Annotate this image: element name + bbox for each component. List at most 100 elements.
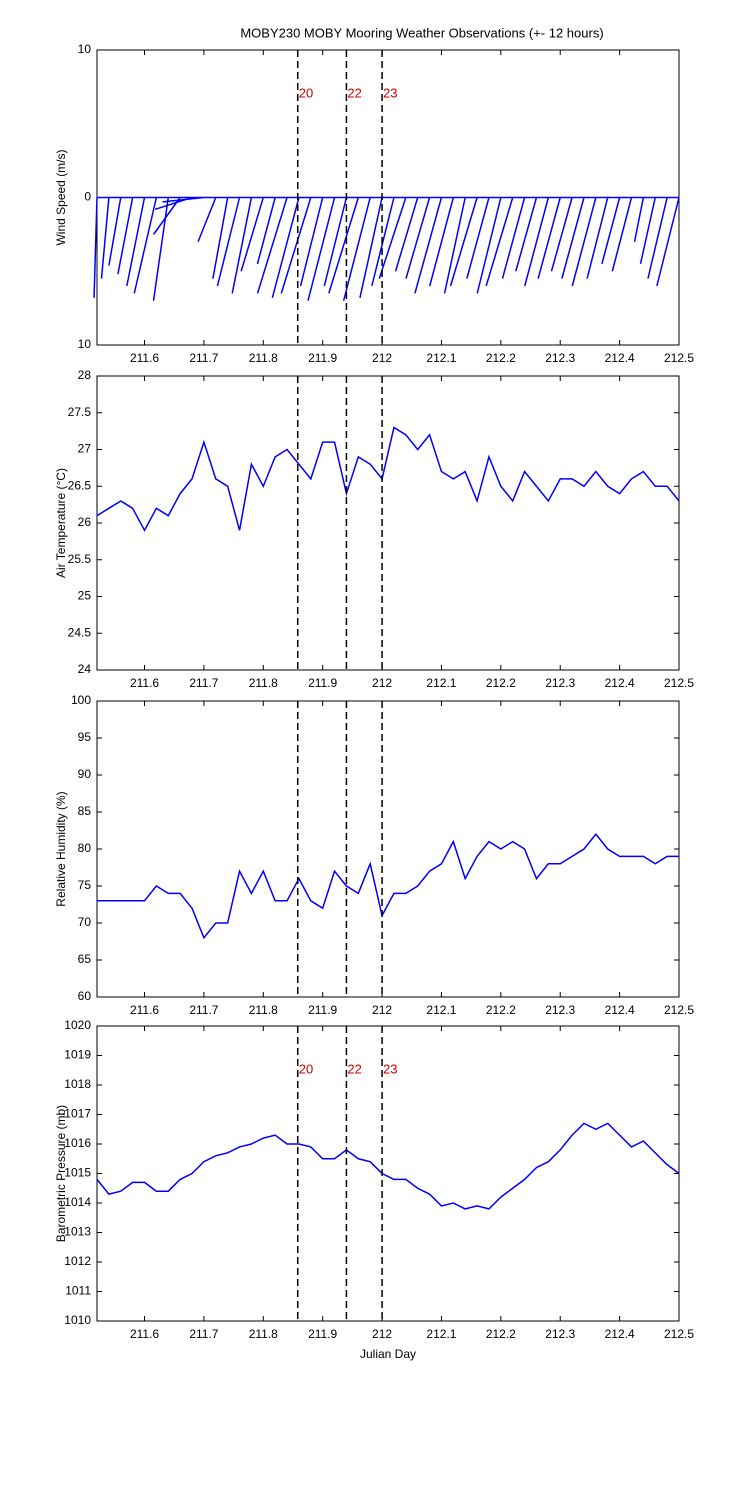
- wind-stick: [601, 197, 621, 265]
- y-tick-label: 27: [78, 442, 92, 456]
- x-tick-label: 212.3: [545, 1327, 575, 1341]
- wind-stick: [359, 197, 383, 298]
- x-tick-label: 211.7: [189, 676, 218, 690]
- wind-stick: [256, 197, 276, 265]
- wind-stick: [571, 197, 597, 287]
- wind-stick: [271, 197, 300, 298]
- y-tick-label: 1014: [64, 1195, 91, 1209]
- wind-stick: [212, 197, 229, 279]
- x-tick-label: 212: [372, 1003, 392, 1017]
- y-tick-label: 85: [78, 804, 92, 818]
- wind-stick: [443, 197, 466, 294]
- y-tick-label: 24.5: [68, 625, 92, 639]
- event-label: 22: [347, 85, 361, 100]
- x-tick-label: 211.6: [130, 676, 159, 690]
- y-tick-label: 100: [71, 693, 91, 707]
- y-tick-label: 65: [78, 952, 92, 966]
- y-tick-label: 28: [78, 368, 92, 382]
- y-tick-label: 10: [78, 337, 92, 351]
- wind-stick: [647, 197, 668, 279]
- wind-stick: [256, 197, 288, 294]
- x-tick-label: 212.4: [605, 1327, 635, 1341]
- x-tick-label: 212.1: [426, 676, 456, 690]
- x-tick-label: 212.3: [545, 351, 575, 365]
- y-tick-label: 1012: [64, 1254, 91, 1268]
- wind-stick: [162, 196, 204, 203]
- x-tick-label: 212.3: [545, 676, 575, 690]
- y-tick-label: 25: [78, 589, 92, 603]
- y-tick-label: 26: [78, 515, 92, 529]
- y-tick-label: 1013: [64, 1225, 91, 1239]
- plot-area: [96, 375, 680, 671]
- wind-stick: [378, 197, 407, 279]
- x-tick-label: 211.6: [130, 1327, 159, 1341]
- wind-stick: [561, 197, 585, 279]
- x-tick-label: 211.8: [249, 1003, 278, 1017]
- x-tick-label: 212.2: [486, 676, 516, 690]
- y-tick-label: 70: [78, 915, 92, 929]
- x-tick-label: 211.7: [189, 1327, 218, 1341]
- x-tick-label: 212.5: [664, 1003, 694, 1017]
- y-tick-label: 1020: [64, 1018, 91, 1032]
- wind-stick: [323, 197, 348, 287]
- y-tick-label: 10: [78, 42, 92, 56]
- wind-stick: [656, 197, 680, 287]
- y-tick-label: 95: [78, 730, 92, 744]
- x-tick-label: 212: [372, 1327, 392, 1341]
- x-tick-label: 212.2: [486, 1327, 516, 1341]
- x-tick-label: 211.8: [249, 1327, 278, 1341]
- x-tick-label: 212.4: [605, 1003, 635, 1017]
- wind-stick: [231, 197, 253, 294]
- wind-stick: [485, 197, 514, 287]
- y-tick-label: 1010: [64, 1313, 91, 1327]
- wind-stick: [466, 197, 490, 279]
- wind-stick: [342, 197, 371, 301]
- wind-stick: [586, 197, 609, 279]
- x-tick-label: 212.3: [545, 1003, 575, 1017]
- wind-stick: [152, 197, 170, 301]
- x-tick-label: 211.8: [249, 676, 278, 690]
- wind-stick: [100, 197, 110, 279]
- y-tick-label: 75: [78, 878, 92, 892]
- wind-stick: [515, 197, 538, 272]
- wind-stick: [216, 197, 241, 287]
- wind-stick: [639, 197, 656, 265]
- x-axis-label: Julian Day: [360, 1347, 416, 1361]
- wind-stick: [93, 197, 98, 298]
- wind-stick: [307, 197, 336, 301]
- x-tick-label: 212.5: [664, 1327, 694, 1341]
- wind-stick: [240, 197, 265, 272]
- event-label: 20: [299, 1061, 313, 1076]
- data-line: [96, 426, 680, 532]
- y-tick-label: 90: [78, 767, 92, 781]
- x-tick-label: 211.8: [249, 351, 278, 365]
- wind-stick: [152, 197, 181, 235]
- wind-stick: [550, 197, 573, 272]
- wind-stick: [524, 197, 550, 287]
- x-tick-label: 211.9: [308, 1327, 337, 1341]
- x-tick-label: 212.2: [486, 1003, 516, 1017]
- event-label: 23: [383, 85, 397, 100]
- y-tick-label: 25.5: [68, 552, 92, 566]
- wind-stick: [429, 197, 455, 287]
- y-tick-label: 0: [84, 190, 91, 204]
- x-tick-label: 211.9: [308, 676, 337, 690]
- wind-stick: [537, 197, 561, 279]
- y-tick-label: 1019: [64, 1048, 91, 1062]
- plot-area: [96, 700, 680, 998]
- y-tick-label: 27.5: [68, 405, 92, 419]
- wind-stick: [197, 197, 217, 243]
- x-tick-label: 211.7: [189, 351, 218, 365]
- wind-stick: [476, 197, 502, 294]
- x-tick-label: 212.1: [426, 1003, 456, 1017]
- x-tick-label: 212: [372, 351, 392, 365]
- x-tick-label: 211.9: [308, 1003, 337, 1017]
- wind-stick: [328, 197, 360, 294]
- x-tick-label: 212.1: [426, 1327, 456, 1341]
- wind-stick: [371, 197, 395, 287]
- wind-stick: [414, 197, 443, 294]
- x-tick-label: 212: [372, 676, 392, 690]
- wind-stick: [108, 197, 122, 266]
- x-tick-label: 212.5: [664, 351, 694, 365]
